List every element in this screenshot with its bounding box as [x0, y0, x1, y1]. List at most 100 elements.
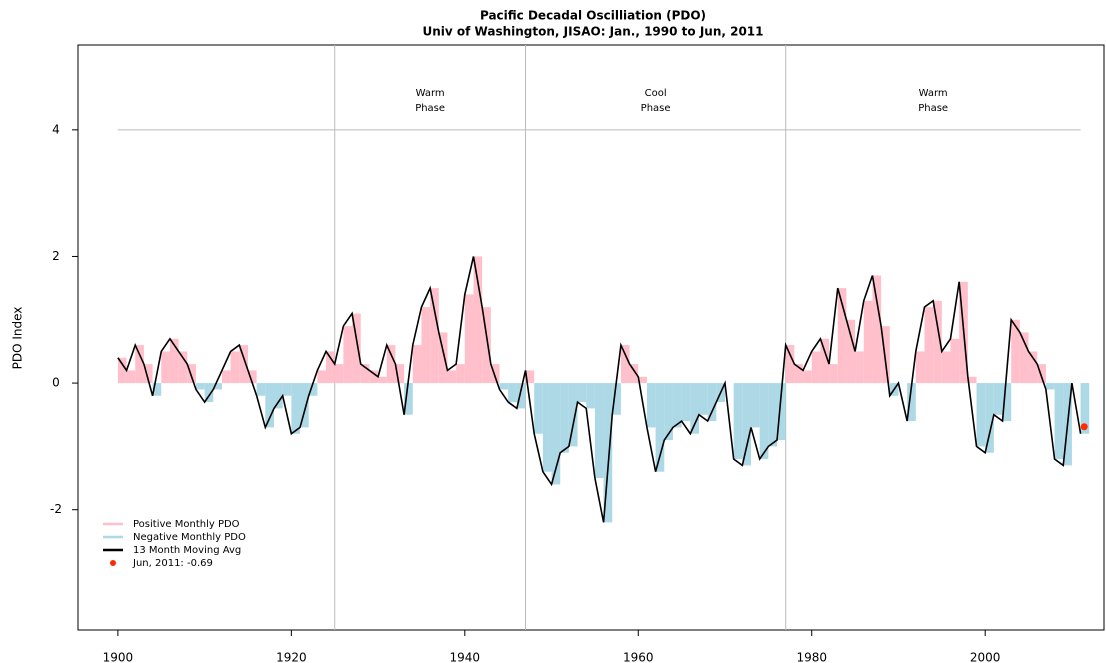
bar: [768, 383, 778, 447]
bar: [404, 383, 413, 415]
bar: [195, 383, 205, 390]
bar: [482, 307, 491, 384]
bar: [256, 383, 266, 396]
bar: [751, 383, 760, 428]
bar: [759, 383, 769, 460]
bar: [213, 383, 222, 390]
bar: [993, 383, 1003, 415]
bar: [586, 383, 595, 409]
bar: [924, 307, 934, 384]
legend-label: 13 Month Moving Avg: [133, 545, 241, 556]
bar: [707, 383, 717, 422]
bar: [534, 383, 543, 434]
bar: [1045, 383, 1055, 390]
bar: [742, 383, 752, 466]
bar: [161, 351, 170, 384]
bar: [698, 383, 708, 415]
moving-average-line: [117, 256, 1082, 523]
bar: [777, 383, 786, 441]
bar: [603, 383, 613, 523]
bar: [829, 364, 838, 384]
bar: [317, 370, 327, 384]
phase-label: Warm: [416, 88, 445, 99]
bar: [247, 370, 257, 384]
bar: [326, 351, 335, 384]
bar: [594, 383, 604, 479]
legend-swatch: [110, 560, 116, 566]
phase-label: Phase: [641, 103, 671, 114]
bar: [933, 300, 942, 384]
bar: [300, 383, 309, 428]
bar: [681, 383, 691, 422]
bar: [568, 383, 578, 447]
bar: [230, 351, 240, 384]
bar: [1011, 319, 1020, 384]
bar: [430, 288, 439, 384]
plot-frame: [77, 44, 1105, 631]
bar: [1054, 383, 1064, 460]
bar: [499, 383, 509, 390]
bar: [152, 383, 162, 396]
bar: [204, 383, 214, 403]
x-tick-label: 1920: [276, 651, 307, 663]
phase-label: Cool: [645, 88, 667, 99]
bar: [308, 383, 318, 396]
bar: [846, 319, 856, 384]
phase-label: Warm: [919, 88, 948, 99]
bar: [820, 338, 830, 384]
bar: [560, 383, 569, 453]
bar: [126, 370, 136, 384]
bar: [1037, 364, 1046, 384]
bar: [169, 338, 179, 384]
bar: [421, 307, 431, 384]
bar: [915, 351, 925, 384]
bar: [395, 364, 405, 384]
bar: [239, 345, 248, 384]
bar: [438, 332, 448, 384]
bar: [473, 256, 483, 384]
bar: [950, 338, 960, 384]
bar: [221, 370, 231, 384]
legend-label: Negative Monthly PDO: [133, 532, 246, 543]
bar: [863, 300, 873, 384]
bar: [1002, 383, 1012, 422]
bar: [369, 370, 379, 384]
bar: [967, 376, 977, 384]
x-tick-label: 1940: [450, 651, 481, 663]
phase-label: Phase: [918, 103, 948, 114]
bar: [360, 364, 370, 384]
bar: [447, 370, 457, 384]
y-tick-label: 2: [52, 249, 60, 263]
bar: [542, 383, 552, 472]
bar: [386, 345, 396, 384]
bar: [794, 364, 804, 384]
bar: [872, 275, 882, 384]
bar: [855, 351, 864, 384]
bar: [1080, 383, 1090, 434]
x-tick-label: 1900: [103, 651, 134, 663]
y-tick-label: 0: [52, 376, 60, 390]
bar: [837, 288, 847, 384]
bar: [178, 351, 188, 384]
bar: [135, 345, 144, 384]
bar: [265, 383, 275, 428]
chart-subtitle: Univ of Washington, JISAO: Jan., 1990 to…: [423, 25, 764, 39]
bar: [985, 383, 994, 453]
bar: [525, 370, 535, 384]
bar: [976, 383, 986, 447]
bar: [1019, 332, 1029, 384]
latest-point: [1080, 423, 1088, 431]
bar: [664, 383, 673, 441]
bar: [143, 364, 153, 384]
y-tick-label: 4: [52, 122, 60, 136]
bar: [551, 383, 561, 485]
bar: [612, 383, 621, 415]
x-tick-label: 1980: [796, 651, 827, 663]
y-axis-label: PDO Index: [11, 307, 25, 370]
bar: [490, 364, 500, 384]
bar: [456, 364, 465, 384]
bar: [412, 345, 422, 384]
bar: [638, 376, 647, 384]
bar: [343, 326, 353, 384]
